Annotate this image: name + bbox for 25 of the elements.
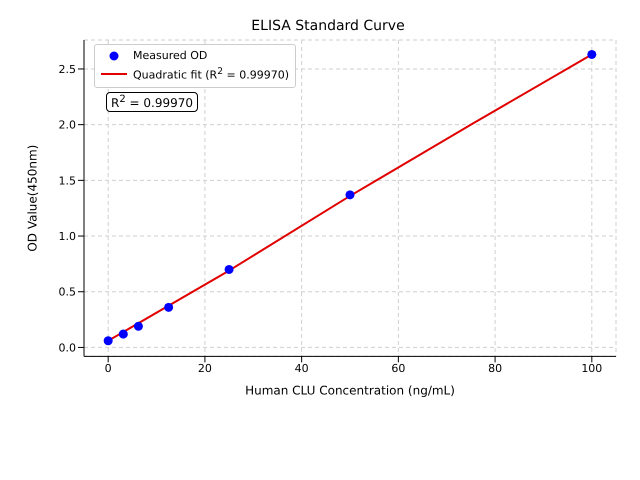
y-tick-label: 0.0	[58, 341, 76, 354]
point	[134, 322, 143, 331]
y-tick-label: 1.5	[58, 174, 76, 188]
point	[587, 50, 596, 59]
x-tick-label: 40	[294, 362, 309, 376]
point	[345, 190, 355, 200]
x-tick-label: 60	[391, 362, 406, 376]
chart-title: ELISA Standard Curve	[250, 18, 406, 34]
x-tick-label: 0	[104, 362, 112, 376]
point	[164, 302, 174, 312]
y-tick-label: 2.5	[58, 62, 76, 76]
point	[118, 330, 128, 339]
y-axis-title: OD Value(450nm)	[25, 144, 40, 252]
legend-label: Measured OD	[133, 48, 208, 64]
point	[224, 264, 234, 274]
x-tick-label: 20	[198, 362, 212, 376]
y-tick-label: 1.0	[58, 230, 76, 243]
x-tick-label: 100	[581, 362, 602, 376]
legend-label: Quadratic fit (R$^{2}$ = 0.99970)	[133, 65, 290, 84]
annotation-box: R$^{2}$ = 0.99970	[106, 92, 198, 112]
y-tick-label: 0.5	[58, 286, 76, 299]
x-tick-label: 80	[488, 362, 502, 376]
y-tick-label: 2.0	[58, 118, 76, 132]
x-axis-title: Human CLU Concentration (ng/mL)	[245, 383, 455, 398]
point	[104, 336, 113, 346]
